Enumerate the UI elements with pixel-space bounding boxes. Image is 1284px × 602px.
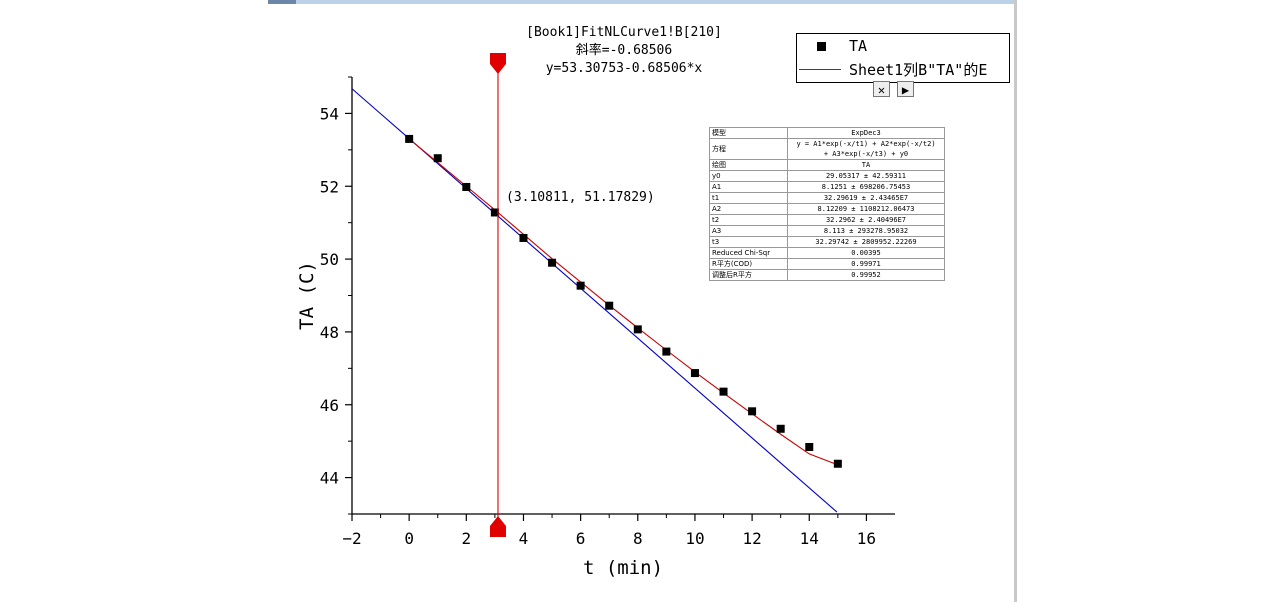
- vertical-cursor[interactable]: [489, 53, 506, 537]
- fit-curve: [408, 138, 839, 466]
- legend[interactable]: TA Sheet1列B"TA"的E: [796, 33, 1010, 83]
- table-row: t3 32.29742 ± 2809952.22269: [709, 236, 945, 248]
- param-value: ExpDec3: [787, 127, 945, 139]
- data-point: [805, 442, 814, 451]
- param-value: 32.29742 ± 2809952.22269: [787, 236, 945, 248]
- close-button[interactable]: ✕: [873, 81, 890, 97]
- chart-marks: [351, 88, 842, 513]
- table-row: R平方(COD) 0.99971: [709, 258, 945, 270]
- table-row: t1 32.29619 ± 2.43465E7: [709, 192, 945, 204]
- y-tick-label: 52: [320, 177, 339, 196]
- cursor-coordinate-label: (3.10811, 51.17829): [506, 190, 655, 205]
- data-point: [633, 325, 642, 334]
- x-tick-label: 8: [633, 529, 643, 548]
- x-axis-title: t (min): [583, 557, 663, 579]
- param-name: A2: [709, 203, 788, 215]
- x-tick-label: 2: [461, 529, 471, 548]
- dataset-title: [Book1]FitNLCurve1!B[210]: [526, 25, 722, 40]
- param-value: 29.05317 ± 42.59311: [787, 170, 945, 182]
- y-tick-label: 54: [320, 104, 339, 123]
- data-point: [690, 369, 699, 378]
- data-point: [576, 281, 585, 290]
- table-row: 模型 ExpDec3: [709, 127, 945, 139]
- x-tick-label: 6: [576, 529, 586, 548]
- data-point: [833, 459, 842, 468]
- param-value: y = A1*exp(-x/t1) + A2*exp(-x/t2) + A3*e…: [787, 138, 945, 160]
- cursor-top-handle-icon: [489, 53, 506, 74]
- table-row: A3 8.113 ± 293278.95032: [709, 225, 945, 237]
- line-marker-icon: [799, 69, 841, 70]
- table-row: Reduced Chi-Sqr 0.00395: [709, 247, 945, 259]
- window-title-strip: [268, 0, 1016, 4]
- param-value: 0.99971: [787, 258, 945, 270]
- x-tick-label: 10: [685, 529, 704, 548]
- param-name: Reduced Chi-Sqr: [709, 247, 788, 259]
- param-value: 32.2962 ± 2.40496E7: [787, 214, 945, 226]
- data-point: [748, 407, 757, 416]
- data-point: [462, 182, 471, 191]
- param-name: t3: [709, 236, 788, 248]
- param-value: 0.00395: [787, 247, 945, 259]
- table-row: 调整后R平方 0.99952: [709, 269, 945, 281]
- param-name: t2: [709, 214, 788, 226]
- param-name: 绘图: [709, 159, 788, 171]
- fit-results-table[interactable]: 模型 ExpDec3 方程 y = A1*exp(-x/t1) + A2*exp(-x…: [709, 127, 945, 281]
- param-name: R平方(COD): [709, 258, 788, 270]
- cursor-bottom-handle-icon: [489, 516, 506, 537]
- x-tick-label: 14: [800, 529, 819, 548]
- table-row: A2 8.12209 ± 1108212.06473: [709, 203, 945, 215]
- y-tick-label: 44: [320, 469, 339, 488]
- table-row: A1 8.1251 ± 698206.75453: [709, 181, 945, 193]
- data-point: [776, 424, 785, 433]
- table-row: 方程 y = A1*exp(-x/t1) + A2*exp(-x/t2) + A3…: [709, 138, 945, 160]
- equation-label: y=53.30753-0.68506*x: [545, 61, 703, 76]
- legend-label: Sheet1列B"TA"的E: [849, 61, 988, 79]
- chart-header: [Book1]FitNLCurve1!B[210] 斜率=-0.68506 y=…: [486, 24, 762, 78]
- slope-label: 斜率=-0.68506: [575, 43, 673, 58]
- param-value: 0.99952: [787, 269, 945, 281]
- table-row: 绘图 TA: [709, 159, 945, 171]
- param-value: TA: [787, 159, 945, 171]
- window-right-border: [1014, 0, 1017, 602]
- data-point: [548, 258, 557, 267]
- param-name: 方程: [709, 138, 788, 160]
- y-axis-title: TA (C): [296, 261, 318, 330]
- tangent-line: [351, 88, 838, 513]
- param-name: A3: [709, 225, 788, 237]
- close-icon: ✕: [877, 83, 886, 97]
- data-point: [433, 154, 442, 163]
- table-row: y0 29.05317 ± 42.59311: [709, 170, 945, 182]
- param-value: 32.29619 ± 2.43465E7: [787, 192, 945, 204]
- x-tick-label: 4: [519, 529, 529, 548]
- data-point: [719, 387, 728, 396]
- play-icon: ▶: [901, 83, 910, 97]
- param-name: A1: [709, 181, 788, 193]
- param-name: 调整后R平方: [709, 269, 788, 281]
- y-tick-label: 48: [320, 323, 339, 342]
- param-name: 模型: [709, 127, 788, 139]
- next-button[interactable]: ▶: [897, 81, 914, 97]
- square-marker-icon: [817, 42, 826, 51]
- data-point: [662, 347, 671, 356]
- y-tick-label: 50: [320, 250, 339, 269]
- param-value: 8.12209 ± 1108212.06473: [787, 203, 945, 215]
- legend-label: TA: [849, 37, 868, 55]
- data-point: [490, 208, 499, 217]
- table-row: t2 32.2962 ± 2.40496E7: [709, 214, 945, 226]
- x-tick-label: 12: [742, 529, 761, 548]
- x-tick-label: −2: [342, 529, 361, 548]
- data-point: [405, 134, 414, 143]
- x-tick-label: 0: [404, 529, 414, 548]
- x-tick-label: 16: [857, 529, 876, 548]
- data-point: [519, 233, 528, 242]
- y-tick-label: 46: [320, 396, 339, 415]
- window-title-accent: [268, 0, 296, 4]
- param-value: 8.1251 ± 698206.75453: [787, 181, 945, 193]
- param-name: y0: [709, 170, 788, 182]
- param-name: t1: [709, 192, 788, 204]
- data-point: [605, 301, 614, 310]
- param-value: 8.113 ± 293278.95032: [787, 225, 945, 237]
